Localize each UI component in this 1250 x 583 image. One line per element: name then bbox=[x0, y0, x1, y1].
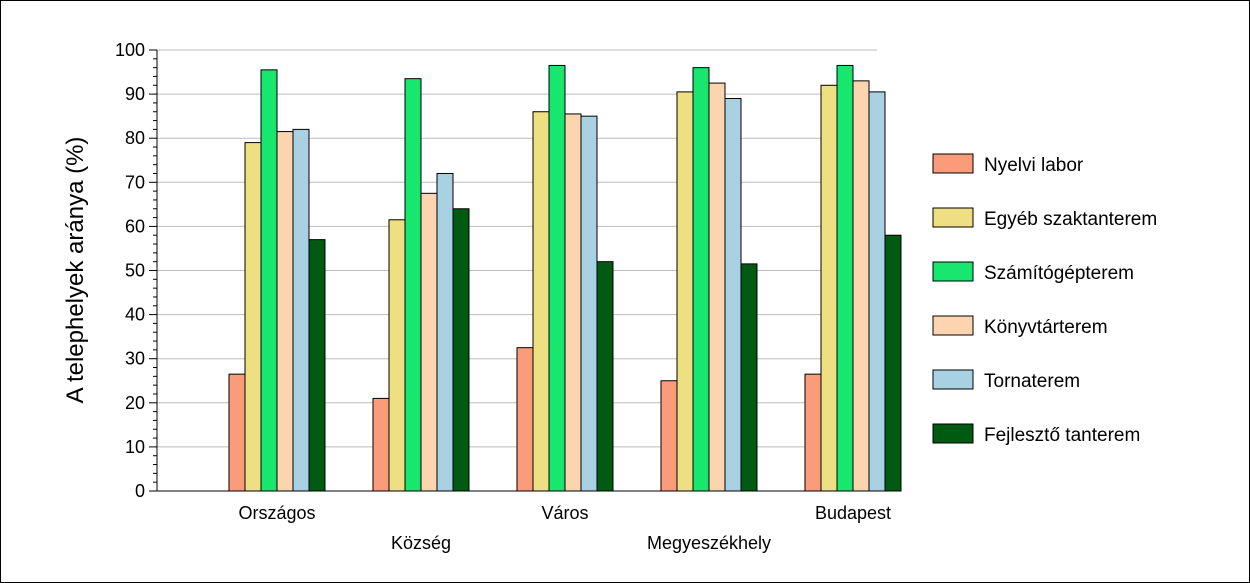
y-tick-label: 60 bbox=[125, 216, 145, 236]
bar bbox=[836, 64, 854, 492]
legend-label: Nyelvi labor bbox=[984, 155, 1084, 176]
bar bbox=[276, 131, 294, 492]
y-axis-label: A telephelyek aránya (%) bbox=[62, 137, 89, 404]
legend-label: Könyvtárterem bbox=[984, 317, 1108, 338]
bar bbox=[868, 91, 886, 492]
axes bbox=[149, 49, 877, 492]
y-tick-label: 90 bbox=[125, 84, 145, 104]
y-tick-label: 40 bbox=[125, 305, 145, 325]
bar bbox=[852, 80, 870, 492]
legend-swatch bbox=[932, 423, 974, 444]
bar bbox=[740, 263, 758, 492]
legend-label: Számítógépterem bbox=[984, 263, 1134, 284]
x-category-label: Megyeszékhely bbox=[647, 533, 771, 553]
y-tick-label: 0 bbox=[135, 481, 145, 501]
bar bbox=[724, 98, 742, 492]
bar bbox=[804, 373, 822, 492]
legend: Nyelvi labor Egyéb szaktanterem Számítógép… bbox=[932, 153, 1157, 446]
legend-swatch bbox=[932, 207, 974, 228]
bar bbox=[596, 261, 614, 492]
bar bbox=[580, 115, 598, 492]
bar bbox=[564, 113, 582, 492]
bar bbox=[660, 380, 678, 492]
legend-swatch bbox=[932, 261, 974, 282]
legend-swatch bbox=[932, 315, 974, 336]
y-tick-labels: 0 10 20 30 40 50 60 70 80 90 100 bbox=[115, 40, 145, 501]
bar bbox=[308, 239, 326, 492]
bar bbox=[228, 373, 246, 492]
legend-label: Tornaterem bbox=[984, 371, 1080, 392]
bar bbox=[548, 64, 566, 492]
bar bbox=[372, 397, 390, 492]
y-tick-label: 30 bbox=[125, 349, 145, 369]
y-tick-label: 70 bbox=[125, 172, 145, 192]
bar bbox=[404, 78, 422, 492]
bar bbox=[292, 128, 310, 492]
bar bbox=[532, 111, 550, 492]
bar bbox=[452, 208, 470, 492]
bar bbox=[516, 347, 534, 492]
y-tick-label: 100 bbox=[115, 40, 145, 60]
bar bbox=[708, 82, 726, 492]
x-category-labels: Országos Község Város Megyeszékhely Budapest bbox=[238, 503, 891, 553]
legend-label: Fejlesztő tanterem bbox=[984, 425, 1140, 446]
legend-swatch bbox=[932, 153, 974, 174]
y-tick-label: 50 bbox=[125, 261, 145, 281]
bar bbox=[420, 192, 438, 492]
x-category-label: Város bbox=[541, 503, 588, 523]
bar bbox=[820, 84, 838, 492]
x-category-label: Országos bbox=[238, 503, 315, 523]
bar bbox=[260, 69, 278, 492]
y-tick-label: 80 bbox=[125, 128, 145, 148]
x-category-label: Budapest bbox=[815, 503, 891, 523]
bar bbox=[884, 234, 902, 492]
bar bbox=[436, 172, 454, 492]
y-tick-label: 20 bbox=[125, 393, 145, 413]
bar bbox=[388, 219, 406, 492]
legend-swatch bbox=[932, 369, 974, 390]
bar bbox=[244, 142, 262, 492]
bar bbox=[692, 67, 710, 492]
bar bbox=[676, 91, 694, 492]
bars bbox=[228, 64, 902, 492]
legend-label: Egyéb szaktanterem bbox=[984, 209, 1157, 230]
x-category-label: Község bbox=[391, 533, 451, 553]
y-tick-label: 10 bbox=[125, 437, 145, 457]
